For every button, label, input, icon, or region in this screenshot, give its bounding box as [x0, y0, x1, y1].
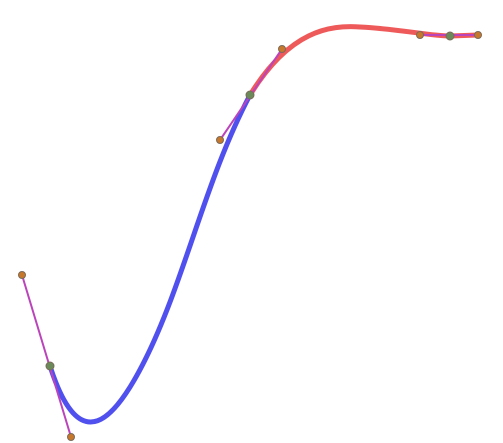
anchor-point-icon[interactable] — [245, 90, 255, 100]
control-point-icon[interactable] — [18, 271, 26, 279]
control-point-icon[interactable] — [474, 31, 482, 39]
bezier-segment-2[interactable] — [247, 24, 481, 98]
control-point-icon[interactable] — [67, 433, 75, 441]
anchor-point-icon[interactable] — [445, 31, 455, 41]
control-point-icon[interactable] — [278, 45, 286, 53]
control-point-icon[interactable] — [216, 136, 224, 144]
bezier-segment-1[interactable] — [47, 92, 253, 425]
control-point-icon[interactable] — [416, 31, 424, 39]
anchor-point-icon[interactable] — [45, 361, 55, 371]
handle-line-start — [21, 274, 72, 438]
